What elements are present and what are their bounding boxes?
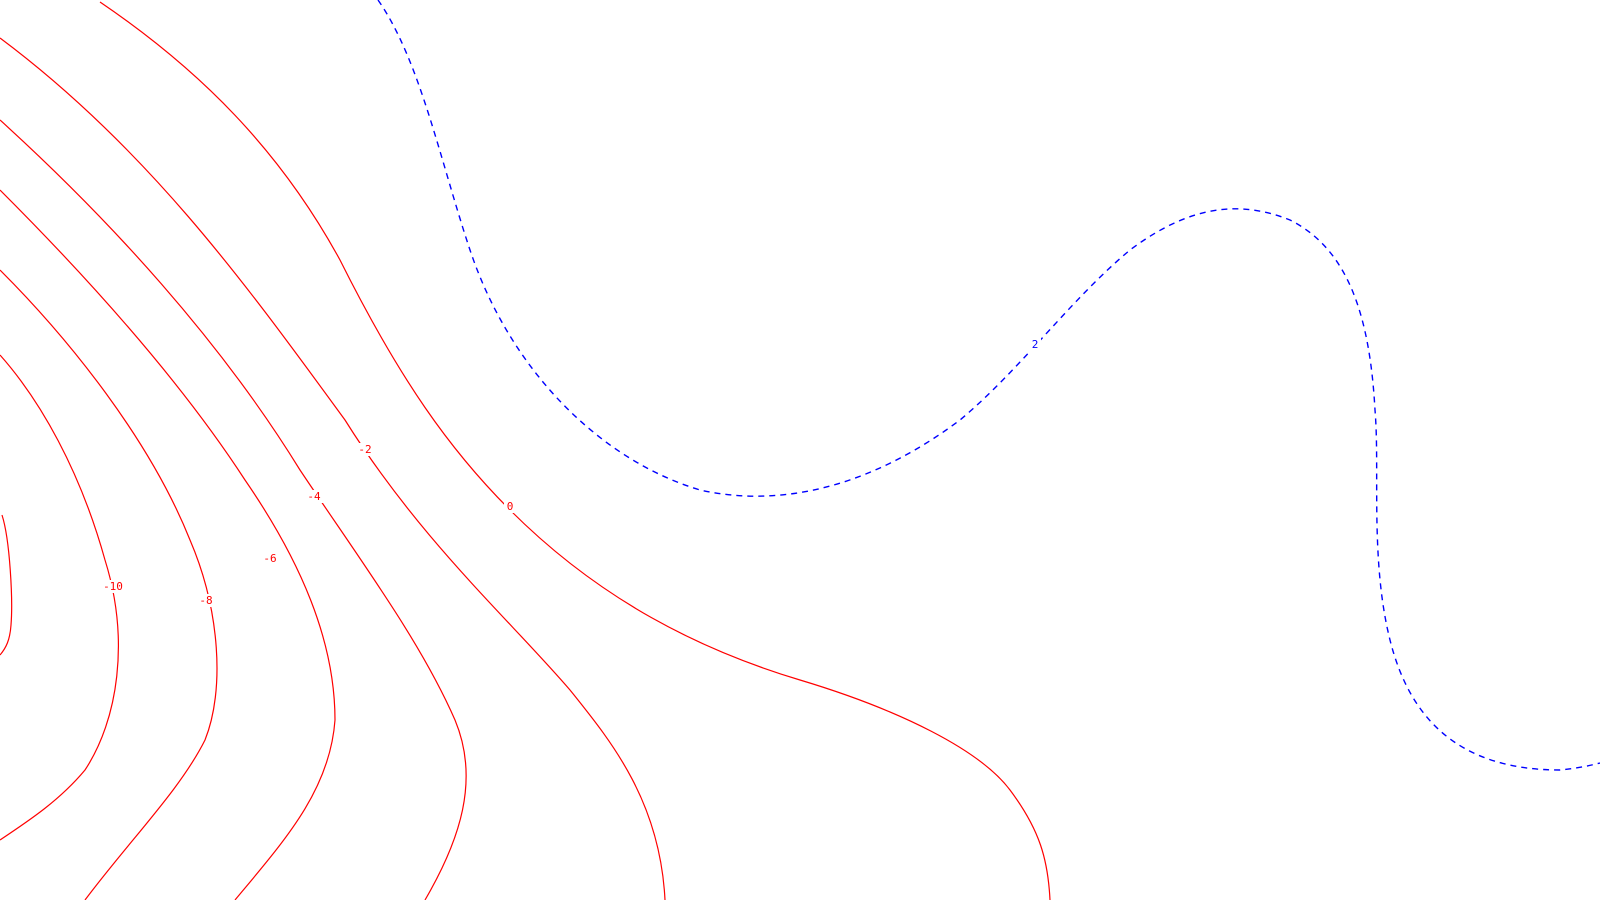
contour-label-2: 2 [1029, 338, 1041, 351]
contour-label-minus-4: -4 [305, 490, 323, 503]
contour-line-minus-8 [0, 269, 218, 900]
contour-line-minus-4 [0, 119, 467, 900]
contour-label-0: 0 [504, 500, 516, 513]
contour-label-minus-6: -6 [261, 552, 279, 565]
contour-label-minus-10-text: -10 [103, 580, 123, 593]
contour-label-minus-4-text: -4 [307, 490, 321, 503]
contour-label-0-text: 0 [507, 500, 514, 513]
contour-label-minus-10: -10 [102, 580, 124, 593]
contour-line-minus-6 [0, 189, 336, 900]
contour-line-0 [99, 1, 1051, 900]
contour-label-minus-2: -2 [356, 443, 374, 456]
contour-label-minus-8-text: -8 [199, 594, 212, 607]
contour-label-minus-2-text: -2 [358, 443, 371, 456]
contour-line-2 [377, 0, 1600, 771]
contour-line-minus-2 [0, 37, 666, 900]
contour-line-minus-10 [0, 354, 119, 841]
contour-label-minus-6-text: -6 [263, 552, 276, 565]
contour-label-2-text: 2 [1032, 338, 1039, 351]
contour-label-minus-8: -8 [197, 594, 215, 607]
contour-line-minus-12 [0, 514, 13, 656]
